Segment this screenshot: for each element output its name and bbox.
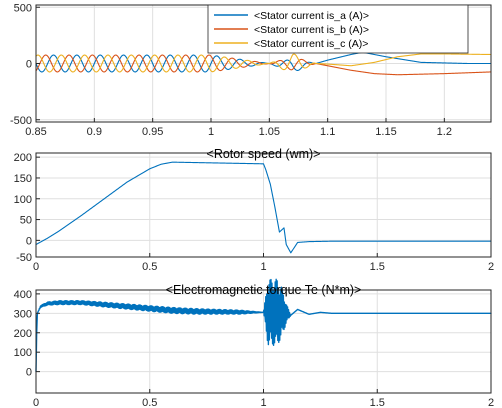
legend: <Stator current is_a (A)> <Stator current… — [207, 4, 469, 54]
y-tick-label: 150 — [14, 173, 32, 185]
y-tick-label: 300 — [14, 308, 32, 320]
chart-1: 0.85 0.9 0.95 1 1.05 1.1 1.15 1.2 -500 0 500 <Stato… — [10, 2, 492, 138]
x-tick-label: 0.5 — [142, 261, 157, 273]
y-tick-label: 200 — [14, 152, 32, 164]
x-tick-label: 1 — [208, 126, 214, 138]
y-tick-label: 0 — [26, 367, 32, 379]
x-tick-label: 0.5 — [142, 397, 157, 408]
y-tick-label: 200 — [14, 328, 32, 340]
x-tick-label: 0 — [33, 397, 39, 408]
y-tick-label: -500 — [10, 115, 32, 127]
series-line-3 — [35, 53, 492, 73]
series-line-1 — [35, 161, 492, 254]
y-tick-label: 0 — [26, 235, 32, 247]
x-tick-label: 1.5 — [370, 261, 385, 273]
legend-label: <Stator current is_c (A)> — [254, 38, 368, 50]
x-tick-label: 1.15 — [375, 126, 396, 138]
chart-3: 0 0.5 1 1.5 2 0 100 200 300 400 <Electromagnetic t… — [14, 278, 494, 408]
y-tick-label: 500 — [14, 2, 32, 14]
y-tick-label: 0 — [26, 59, 32, 71]
x-tick-label: 1.5 — [370, 397, 385, 408]
chart-title: <Rotor speed (wm)> — [207, 147, 321, 161]
x-tick-label: 1 — [260, 397, 266, 408]
x-tick-label: 2 — [488, 261, 494, 273]
series-line-1 — [35, 51, 492, 73]
legend-label: <Stator current is_b (A)> — [254, 24, 369, 36]
y-tick-label: 50 — [20, 215, 32, 227]
x-tick-label: 0 — [33, 261, 39, 273]
x-tick-label: 0.85 — [25, 126, 46, 138]
series-line-1 — [35, 278, 492, 373]
y-tick-label: 100 — [14, 347, 32, 359]
legend-box — [207, 4, 469, 54]
y-tick-label: -50 — [16, 252, 32, 264]
legend-label: <Stator current is_a (A)> — [254, 10, 369, 22]
y-tick-label: 100 — [14, 194, 32, 206]
x-tick-label: 1.1 — [320, 126, 335, 138]
x-tick-label: 1 — [260, 261, 266, 273]
x-tick-label: 1.2 — [437, 126, 452, 138]
x-tick-label: 2 — [488, 397, 494, 408]
chart-title: <Electromagnetic torque Te (N*m)> — [166, 283, 362, 297]
y-tick-label: 400 — [14, 289, 32, 301]
x-tick-label: 0.95 — [142, 126, 163, 138]
x-tick-label: 0.9 — [87, 126, 102, 138]
x-tick-label: 1.05 — [259, 126, 280, 138]
